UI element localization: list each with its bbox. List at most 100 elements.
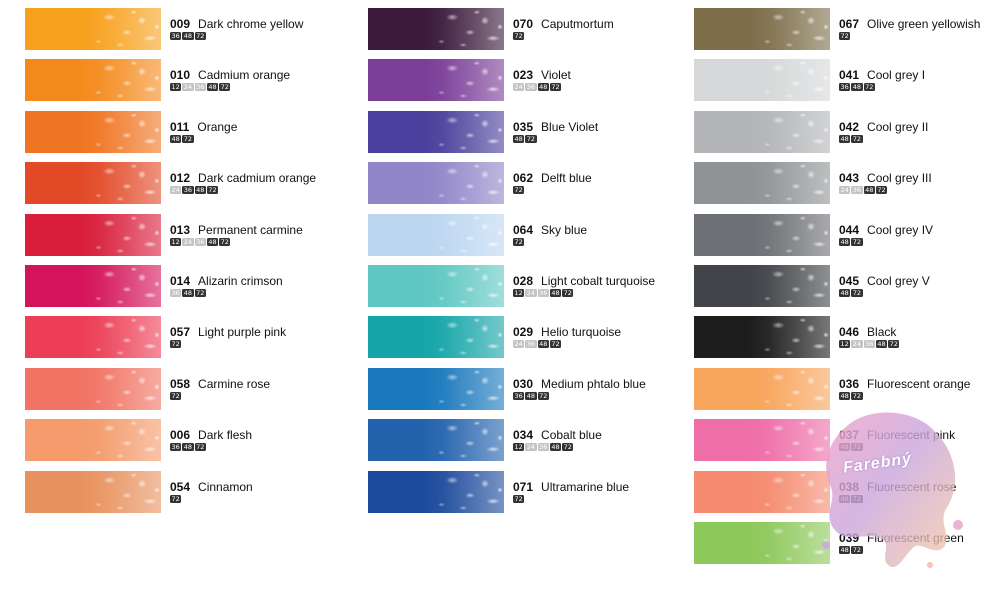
set-size-badge: 48 (839, 134, 851, 143)
color-code: 067 (839, 17, 860, 31)
set-size-badges: 72 (513, 32, 614, 41)
color-label: 012 Dark cadmium orange 24 36 48 72 (170, 171, 316, 195)
set-size-badge: 72 (219, 83, 231, 92)
color-code: 037 (839, 428, 860, 443)
set-size-badge: 48 (839, 237, 851, 246)
set-size-badge: 48 (839, 443, 851, 452)
set-size-badge: 48 (839, 288, 851, 297)
color-name: Cool grey I (867, 68, 926, 83)
color-swatch (694, 316, 830, 359)
set-size-badge: 12 (170, 83, 182, 92)
color-label: 014 Alizarin crimson 36 48 72 (170, 274, 283, 298)
color-item: 009 Dark chrome yellow 36 48 72 (25, 8, 345, 59)
color-name: Violet (541, 68, 571, 83)
color-item: 030 Medium phtalo blue 36 48 72 (368, 367, 688, 419)
color-swatch (25, 213, 161, 256)
set-size-badges: 72 (170, 391, 270, 401)
color-code: 012 (170, 171, 191, 186)
color-swatch (25, 264, 161, 307)
color-code: 010 (170, 68, 191, 83)
color-swatch (368, 8, 504, 50)
color-swatch (368, 162, 504, 205)
set-size-badges: 36 48 72 (170, 288, 283, 298)
set-size-badge: 24 (182, 83, 194, 92)
set-size-badges: 72 (513, 237, 587, 247)
color-name: Ultramarine blue (541, 479, 630, 494)
color-item: 013 Permanent carmine 12 24 36 48 72 (25, 213, 345, 265)
color-name: Helio turquoise (541, 325, 622, 340)
set-size-badge: 36 (525, 83, 537, 92)
set-size-badges: 48 72 (839, 443, 955, 452)
set-size-badge: 48 (839, 545, 851, 554)
color-name: Blue Violet (541, 119, 599, 134)
set-size-badge: 72 (863, 83, 875, 92)
set-size-badge: 48 (513, 134, 525, 143)
color-label: 043 Cool grey III 24 36 48 72 (839, 171, 932, 195)
color-name: Alizarin crimson (198, 273, 283, 288)
set-size-badge: 48 (839, 494, 851, 503)
set-size-badge: 48 (549, 288, 562, 297)
set-size-badge: 36 (513, 391, 525, 400)
color-code: 013 (170, 222, 191, 237)
color-label: 041 Cool grey I 36 48 72 (839, 68, 925, 92)
color-code: 038 (839, 479, 860, 494)
color-label: 028 Light cobalt turquoise 12 24 36 48 72 (513, 274, 655, 298)
color-name: Olive green yellowish (867, 17, 981, 31)
set-size-badge: 72 (851, 494, 863, 503)
color-swatch (368, 264, 504, 307)
color-name: Cobalt blue (541, 428, 602, 443)
set-size-badge: 12 (513, 288, 525, 297)
color-swatch (368, 316, 504, 359)
color-name: Fluorescent rose (867, 479, 957, 494)
set-size-badge: 72 (194, 288, 206, 297)
set-size-badge: 24 (182, 237, 194, 246)
set-size-badges: 72 (839, 32, 980, 41)
set-size-badges: 24 36 48 72 (839, 186, 932, 195)
set-size-badge: 72 (206, 186, 219, 195)
color-name: Cinnamon (198, 479, 253, 494)
set-size-badge: 48 (182, 288, 194, 297)
set-size-badges: 48 72 (170, 134, 237, 144)
color-name: Cool grey V (867, 273, 930, 288)
color-label: 057 Light purple pink 72 (170, 325, 286, 349)
color-label: 013 Permanent carmine 12 24 36 48 72 (170, 223, 303, 247)
color-label: 010 Cadmium orange 12 24 36 48 72 (170, 68, 290, 92)
color-item: 041 Cool grey I 36 48 72 (694, 59, 999, 110)
set-size-badge: 24 (839, 186, 851, 195)
color-label: 045 Cool grey V 48 72 (839, 274, 930, 298)
color-code: 064 (513, 222, 534, 237)
set-size-badge: 72 (513, 186, 525, 195)
set-size-badge: 24 (525, 288, 537, 297)
color-name: Fluorescent green (867, 530, 964, 545)
color-swatch (694, 419, 830, 462)
set-size-badge: 48 (839, 391, 851, 400)
set-size-badge: 48 (549, 443, 562, 452)
color-item: 062 Delft blue 72 (368, 162, 688, 213)
color-label: 030 Medium phtalo blue 36 48 72 (513, 377, 646, 401)
color-swatch (368, 59, 504, 102)
color-name: Black (867, 325, 897, 340)
set-size-badge: 72 (549, 83, 562, 92)
set-size-badges: 48 72 (839, 134, 928, 144)
color-swatch (25, 110, 161, 153)
color-code: 036 (839, 376, 860, 391)
set-size-badge: 72 (194, 443, 206, 452)
set-size-badge: 72 (562, 288, 574, 297)
set-size-badge: 48 (863, 186, 875, 195)
color-code: 058 (170, 376, 191, 391)
color-swatch (694, 264, 830, 307)
color-column-1: 009 Dark chrome yellow 36 48 72 010 Cadmium or… (25, 8, 345, 522)
set-size-badge: 48 (537, 83, 549, 92)
color-swatch (25, 316, 161, 359)
color-item: 006 Dark flesh 36 48 72 (25, 419, 345, 470)
color-code: 045 (839, 273, 860, 288)
color-label: 058 Carmine rose 72 (170, 377, 270, 401)
set-size-badge: 36 (170, 32, 182, 40)
set-size-badge: 48 (206, 237, 219, 246)
color-item: 012 Dark cadmium orange 24 36 48 72 (25, 162, 345, 213)
color-item: 058 Carmine rose 72 (25, 367, 345, 419)
color-label: 046 Black 12 24 36 48 72 (839, 325, 900, 349)
color-code: 023 (513, 68, 534, 83)
set-size-badges: 48 72 (839, 494, 956, 504)
color-name: Dark flesh (198, 428, 253, 443)
